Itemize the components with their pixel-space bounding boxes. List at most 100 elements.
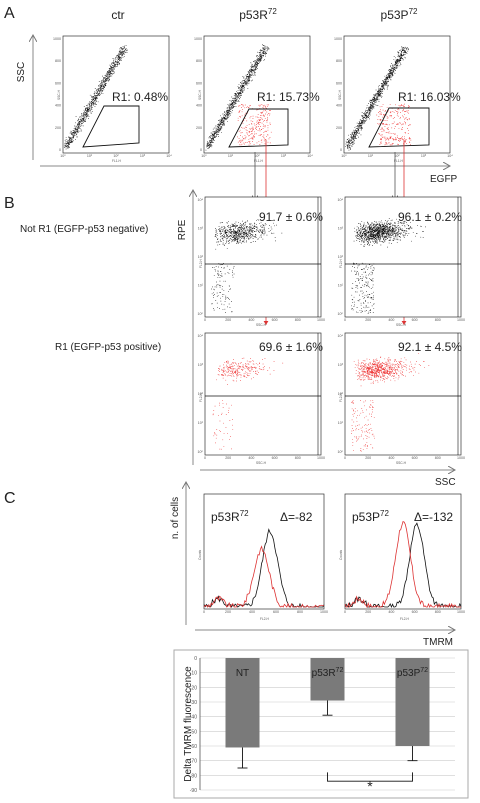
x-tick-label: 10² [254, 154, 260, 158]
y-tick-label: 200 [196, 126, 202, 130]
y-tick-label: 800 [336, 59, 342, 63]
y-tick-axis-title: FL2-H [339, 258, 343, 268]
y-tick-label: -30 [190, 700, 197, 706]
x-tick-axis-title: SSC-H [256, 323, 267, 327]
y-tick-axis-title: SSC-H [57, 89, 61, 100]
bar-chart-y-label: Delta TMRM fluorescence [183, 666, 194, 782]
plot-frame [344, 332, 462, 456]
y-tick-label: 10³ [198, 363, 204, 367]
x-tick-axis-title: SSC-H [256, 461, 267, 465]
x-tick-label: 1000 [320, 610, 328, 614]
y-tick-label: 10⁰ [198, 312, 204, 316]
panel-a-y-axis-label: SSC [16, 62, 27, 83]
panel-a-plot-p53r72: p53R72 R1: 15.73% SSC-H FL1-H 1000 800 600… [194, 7, 320, 163]
panel-b-plot-p72-neg: 96.1 ± 0.2% FL2-H SSC-H 10⁴10³10²10¹10⁰ … [337, 196, 465, 327]
value-label: 69.6 ± 1.6% [259, 340, 323, 354]
x-tick-label: 10⁰ [341, 154, 347, 158]
y-tick-label: 10⁴ [337, 334, 343, 338]
y-tick-label: 10¹ [338, 421, 344, 425]
gate-r1 [228, 108, 289, 148]
panel-letter-a: A [4, 5, 15, 22]
y-tick-label: 10² [198, 392, 204, 396]
panel-b-y-axis-label: RPE [177, 219, 188, 240]
y-tick-label: 10⁰ [198, 450, 204, 454]
bar-category-label: NT [236, 668, 249, 679]
gate-label: R1: 16.03% [398, 90, 461, 104]
x-tick-label: 1000 [457, 610, 465, 614]
y-tick-label: -50 [190, 729, 197, 735]
x-tick-label: 600 [272, 318, 278, 322]
histogram-p53p72: p53P72 Δ=-132 Counts FL2-H 0 200 400 600 800… [339, 493, 465, 621]
histogram-delta: Δ=-132 [414, 510, 453, 524]
plot-frame [204, 332, 322, 456]
panel-b-plot-r72-pos: 69.6 ± 1.6% FL2-H SSC-H 10⁴10³10²10¹10⁰ … [197, 332, 325, 465]
scatter-dots [376, 103, 412, 146]
x-tick-label: 600 [272, 456, 278, 460]
x-tick-label: 0 [204, 456, 206, 460]
x-tick-label: 600 [412, 318, 418, 322]
y-tick-label: 10¹ [198, 284, 204, 288]
panel-b-plot-r72-neg: 91.7 ± 0.6% FL2-H SSC-H 10⁴10³10²10¹10⁰ … [197, 196, 325, 327]
y-tick-axis-title: SSC-H [338, 89, 342, 100]
x-tick-label: 400 [388, 456, 394, 460]
bar-chart: Delta TMRM fluorescence 0 -10 -20 -30 -40 -50… [173, 649, 469, 799]
scatter-points [212, 357, 284, 450]
y-tick-axis-title: SSC-H [198, 89, 202, 100]
scatter-dots [351, 218, 426, 314]
x-tick-label: 600 [273, 610, 279, 614]
x-tick-label: 600 [412, 456, 418, 460]
scatter-dots [237, 104, 272, 146]
x-tick-label: 10¹ [228, 154, 234, 158]
y-tick-label: 10¹ [198, 421, 204, 425]
x-tick-label: 1000 [317, 456, 325, 460]
x-tick-axis-title: FL2-H [260, 617, 270, 621]
x-tick-label: 10³ [281, 154, 287, 158]
y-tick-axis-title: FL2-H [339, 392, 343, 402]
x-tick-label: 10¹ [87, 154, 93, 158]
plot-frame [203, 35, 311, 154]
y-tick-label: -70 [190, 759, 197, 765]
x-tick-axis-title: SSC-H [396, 461, 407, 465]
y-tick-label: 600 [336, 81, 342, 85]
x-tick-label: 200 [225, 456, 231, 460]
gate-label: R1: 0.48% [112, 90, 168, 104]
histogram-title: p53R72 [211, 509, 249, 524]
value-label: 91.7 ± 0.6% [259, 210, 323, 224]
x-tick-label: 200 [365, 318, 371, 322]
histogram-p53r72: p53R72 Δ=-82 Counts FL2-H 0 200 400 600 800 1… [198, 493, 328, 621]
panel-c-y-axis-label: n. of cells [170, 497, 181, 539]
x-tick-label: 0 [344, 456, 346, 460]
y-tick-label: 1000 [194, 37, 202, 41]
x-tick-label: 10⁰ [201, 154, 207, 158]
y-tick-label: 10² [198, 255, 204, 259]
y-tick-label: 10³ [338, 227, 344, 231]
value-label: 96.1 ± 0.2% [398, 210, 462, 224]
x-tick-label: 800 [297, 610, 303, 614]
x-tick-label: 600 [412, 610, 418, 614]
y-tick-label: -60 [190, 744, 197, 750]
y-tick-label: 400 [55, 104, 61, 108]
plot-frame [344, 196, 462, 318]
y-tick-label: 800 [55, 59, 61, 63]
y-tick-label: -80 [190, 773, 197, 779]
x-tick-label: 10⁰ [60, 154, 66, 158]
y-tick-label: 10⁴ [337, 198, 343, 202]
row-label-not-r1: Not R1 (EGFP-p53 negative) [20, 224, 148, 235]
panel-b: B RPE SSC Not R1 (EGFP-p53 negative) R1 … [4, 190, 465, 488]
y-tick-label: 0 [59, 148, 61, 152]
bar [395, 658, 430, 746]
plot-title: p53P72 [381, 7, 418, 22]
panel-c-x-axis-label: TMRM [423, 637, 453, 648]
y-tick-label: 10² [338, 255, 344, 259]
y-tick-axis-title: FL2-H [199, 392, 203, 402]
x-tick-label: 200 [225, 318, 231, 322]
plot-title: p53R72 [239, 7, 277, 22]
panel-a: A SSC EGFP ctr R1: 0.48% SSC-H FL1-H 100… [4, 5, 461, 325]
scatter-points [205, 44, 272, 151]
bar [225, 658, 260, 748]
x-tick-label: 10² [113, 154, 119, 158]
x-tick-label: 10³ [140, 154, 146, 158]
x-tick-label: 800 [435, 456, 441, 460]
x-tick-label: 1000 [317, 318, 325, 322]
y-tick-label: 1000 [53, 37, 61, 41]
